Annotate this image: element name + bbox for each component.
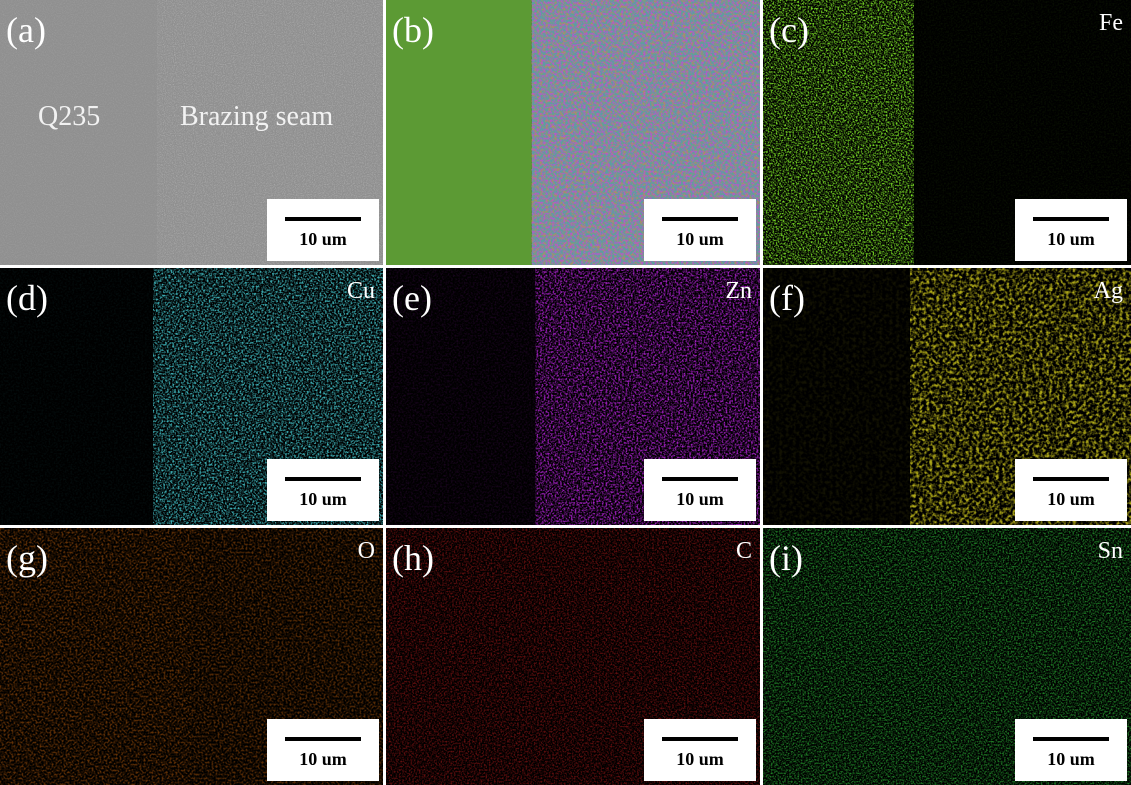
- scale-bar-label: 10 um: [299, 489, 347, 509]
- panel-label: (g): [6, 538, 48, 578]
- region-label: Brazing seam: [180, 101, 333, 132]
- scale-bar-label: 10 um: [676, 489, 724, 509]
- scale-bar-label: 10 um: [676, 749, 724, 769]
- eds-figure: (a) Q235 Brazing seam 10 um (b) 10 um (c) Fe 10 …: [0, 0, 1131, 785]
- panel-label: (i): [769, 538, 803, 578]
- panel-label: (c): [769, 10, 809, 50]
- panel-label: (d): [6, 278, 48, 318]
- element-label: O: [358, 538, 375, 564]
- panel-label: (a): [6, 10, 46, 50]
- panel-label: (f): [769, 278, 805, 318]
- panel-label: (h): [392, 538, 434, 578]
- element-label: Ag: [1094, 278, 1123, 304]
- element-label: Sn: [1098, 538, 1123, 564]
- scale-bar-label: 10 um: [299, 749, 347, 769]
- region-label: Q235: [38, 101, 100, 132]
- scale-bar-label: 10 um: [299, 229, 347, 249]
- scale-bar-label: 10 um: [1047, 489, 1095, 509]
- element-label: Cu: [347, 278, 375, 304]
- panel-label: (e): [392, 278, 432, 318]
- scale-bar-label: 10 um: [1047, 229, 1095, 249]
- scale-bar-label: 10 um: [676, 229, 724, 249]
- panel: (b) 10 um: [386, 0, 760, 265]
- element-label: Fe: [1099, 10, 1123, 36]
- panel: (g) O 10 um: [0, 528, 383, 785]
- panel: (h) C 10 um: [386, 528, 760, 785]
- panel: (a) Q235 Brazing seam 10 um: [0, 0, 383, 265]
- element-label: Zn: [725, 278, 752, 304]
- panel: (e) Zn 10 um: [386, 268, 760, 525]
- panel: (d) Cu 10 um: [0, 268, 383, 525]
- panel: (i) Sn 10 um: [763, 528, 1131, 785]
- panel: (f) Ag 10 um: [763, 268, 1131, 525]
- panel: (c) Fe 10 um: [763, 0, 1131, 265]
- element-label: C: [736, 538, 752, 564]
- scale-bar-label: 10 um: [1047, 749, 1095, 769]
- panel-label: (b): [392, 10, 434, 50]
